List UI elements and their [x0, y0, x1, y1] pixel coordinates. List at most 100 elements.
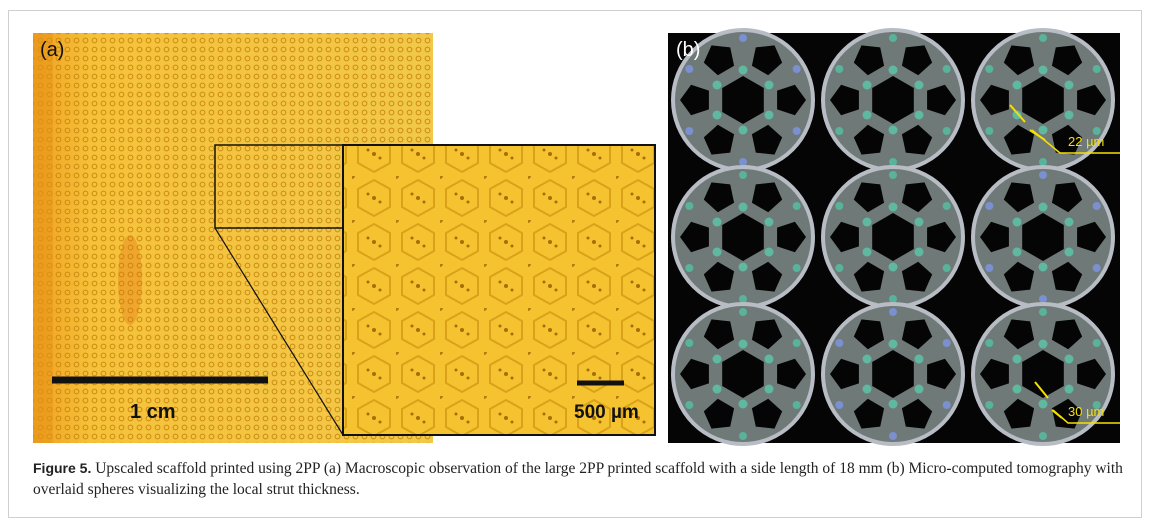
- strut-sphere: [1093, 339, 1101, 347]
- strut-sphere: [1039, 171, 1047, 179]
- strut-sphere: [943, 127, 951, 135]
- strut-sphere: [739, 171, 747, 179]
- strut-sphere: [943, 339, 951, 347]
- strut-sphere: [713, 111, 722, 120]
- strut-sphere: [793, 202, 801, 210]
- strut-sphere: [764, 355, 773, 364]
- strut-sphere: [1039, 34, 1047, 42]
- strut-sphere: [1039, 400, 1048, 409]
- strut-sphere: [739, 263, 748, 272]
- strut-sphere: [889, 66, 898, 75]
- strut-sphere: [1039, 158, 1047, 166]
- strut-sphere: [764, 218, 773, 227]
- caption-text: Upscaled scaffold printed using 2PP (a) …: [33, 460, 1123, 498]
- strut-sphere: [739, 203, 748, 212]
- strut-sphere: [914, 81, 923, 90]
- panel-label: (b): [676, 39, 700, 61]
- strut-sphere: [685, 339, 693, 347]
- strut-sphere: [764, 81, 773, 90]
- strut-sphere: [1064, 385, 1073, 394]
- strut-sphere: [889, 126, 898, 135]
- strut-sphere: [889, 263, 898, 272]
- annotation: 30 µm: [1068, 404, 1104, 419]
- strut-sphere: [739, 158, 747, 166]
- strut-sphere: [1093, 202, 1101, 210]
- caption-label: Figure 5.: [33, 460, 91, 476]
- photo-edge: [33, 33, 53, 443]
- strut-sphere: [863, 385, 872, 394]
- strut-sphere: [713, 385, 722, 394]
- strut-sphere: [889, 308, 897, 316]
- strut-sphere: [943, 401, 951, 409]
- strut-sphere: [1093, 264, 1101, 272]
- strut-sphere: [739, 432, 747, 440]
- panel-label: (a): [40, 39, 64, 61]
- strut-sphere: [835, 339, 843, 347]
- strut-sphere: [685, 401, 693, 409]
- strut-sphere: [889, 400, 898, 409]
- strut-sphere: [793, 127, 801, 135]
- strut-sphere: [985, 264, 993, 272]
- strut-sphere: [889, 340, 898, 349]
- photo-stain: [118, 235, 142, 325]
- strut-sphere: [793, 339, 801, 347]
- strut-sphere: [1039, 432, 1047, 440]
- strut-sphere: [1013, 218, 1022, 227]
- strut-sphere: [1039, 66, 1048, 75]
- panel-a: (a) 1 cm 500 µm: [33, 33, 655, 443]
- strut-sphere: [914, 385, 923, 394]
- strut-sphere: [685, 202, 693, 210]
- strut-sphere: [793, 264, 801, 272]
- strut-sphere: [943, 65, 951, 73]
- strut-sphere: [793, 65, 801, 73]
- strut-sphere: [764, 385, 773, 394]
- strut-sphere: [713, 218, 722, 227]
- strut-sphere: [835, 264, 843, 272]
- strut-sphere: [889, 158, 897, 166]
- strut-sphere: [889, 34, 897, 42]
- strut-sphere: [1064, 111, 1073, 120]
- strut-sphere: [863, 248, 872, 257]
- strut-sphere: [1039, 263, 1048, 272]
- strut-sphere: [1093, 65, 1101, 73]
- strut-sphere: [1039, 295, 1047, 303]
- strut-sphere: [793, 401, 801, 409]
- strut-sphere: [943, 264, 951, 272]
- strut-sphere: [889, 171, 897, 179]
- strut-sphere: [863, 355, 872, 364]
- strut-sphere: [685, 127, 693, 135]
- strut-sphere: [985, 401, 993, 409]
- strut-sphere: [739, 400, 748, 409]
- strut-sphere: [1013, 355, 1022, 364]
- strut-sphere: [863, 218, 872, 227]
- strut-sphere: [739, 295, 747, 303]
- strut-sphere: [713, 355, 722, 364]
- strut-sphere: [985, 127, 993, 135]
- strut-sphere: [1039, 203, 1048, 212]
- strut-sphere: [914, 248, 923, 257]
- strut-sphere: [1039, 308, 1047, 316]
- strut-sphere: [739, 34, 747, 42]
- strut-sphere: [985, 65, 993, 73]
- strut-sphere: [914, 111, 923, 120]
- strut-sphere: [985, 339, 993, 347]
- strut-sphere: [889, 295, 897, 303]
- strut-sphere: [863, 81, 872, 90]
- strut-sphere: [943, 202, 951, 210]
- strut-sphere: [1064, 218, 1073, 227]
- strut-sphere: [1064, 81, 1073, 90]
- strut-sphere: [685, 65, 693, 73]
- strut-sphere: [713, 248, 722, 257]
- strut-sphere: [739, 126, 748, 135]
- strut-sphere: [889, 203, 898, 212]
- strut-sphere: [739, 66, 748, 75]
- strut-sphere: [863, 111, 872, 120]
- figure: (a) 1 cm 500 µm 22 µm 30 µm (b): [0, 0, 1152, 450]
- strut-sphere: [1013, 385, 1022, 394]
- caption: Figure 5. Upscaled scaffold printed usin…: [33, 458, 1123, 500]
- strut-sphere: [914, 355, 923, 364]
- strut-sphere: [985, 202, 993, 210]
- inset-texture: [344, 146, 654, 434]
- annotation: 22 µm: [1068, 134, 1104, 149]
- scale-bar-label: 1 cm: [130, 401, 176, 423]
